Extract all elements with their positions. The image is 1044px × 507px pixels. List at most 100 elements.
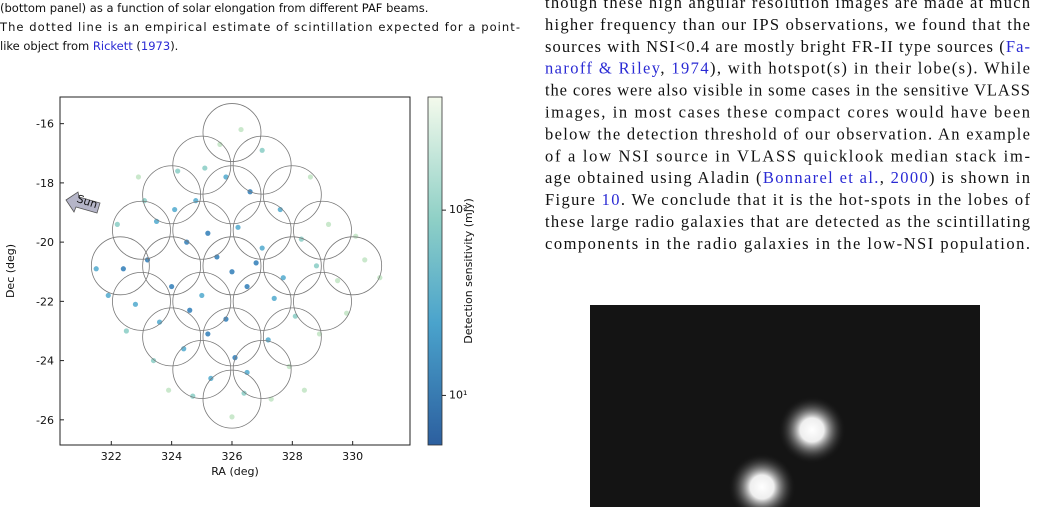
hotspot	[778, 396, 846, 464]
beam	[142, 236, 202, 296]
text-run: of a low NSI source in VLASS quicklook m…	[545, 146, 1030, 165]
colorbar-tick-label: 10¹	[449, 388, 467, 401]
beam	[202, 165, 262, 225]
text-line: Figure 10. We conclude that it is the ho…	[545, 190, 1031, 209]
point	[244, 283, 250, 290]
text-run: ,	[880, 168, 890, 187]
point	[259, 245, 265, 251]
text-run: these large radio galaxies that are dete…	[545, 212, 1030, 231]
point	[313, 263, 320, 269]
y-tick-label: -18	[36, 177, 54, 190]
point	[208, 375, 214, 381]
beam	[172, 135, 232, 195]
point	[238, 126, 244, 133]
beam	[232, 200, 292, 260]
colorbar-tick-label: 10²	[449, 203, 467, 216]
text-line: naroff & Riley, 1974), with hotspot(s) i…	[545, 59, 1030, 78]
beam	[90, 236, 150, 296]
point	[259, 147, 265, 153]
point	[172, 206, 178, 213]
point	[229, 269, 235, 275]
annotation: Sun	[75, 192, 99, 211]
beam	[172, 200, 232, 260]
point	[132, 301, 139, 307]
text-run: Figure	[545, 190, 600, 209]
point	[280, 275, 286, 281]
text-line: though these high angular resolution ima…	[545, 0, 1031, 12]
text-line: these large radio galaxies that are dete…	[545, 212, 1030, 231]
text-run: components in the radio galaxies in the …	[545, 234, 1030, 253]
point	[93, 266, 99, 272]
y-tick-label: -16	[36, 118, 54, 131]
text-line: the cores were also visible in some case…	[545, 81, 1030, 100]
point	[199, 292, 205, 299]
point	[223, 316, 229, 322]
text-run: like object from	[0, 39, 93, 53]
point	[202, 165, 208, 171]
text-run: images, in most cases these compact core…	[545, 103, 1030, 122]
text-run: ) is shown in	[929, 168, 1030, 187]
y-tick-label: -26	[36, 414, 54, 427]
point	[114, 221, 120, 227]
point	[169, 283, 175, 290]
point	[187, 307, 193, 313]
y-tick-label: -22	[36, 295, 54, 308]
sun-arrow	[65, 191, 101, 214]
point	[120, 266, 126, 272]
text-line: higher frequency than our IPS observatio…	[545, 15, 1030, 34]
text-line: age obtained using Aladin (Bonnarel et a…	[545, 168, 1030, 187]
beam	[112, 271, 171, 331]
text-run: sources with NSI<0.4 are mostly bright F…	[545, 37, 1005, 56]
link: 10	[602, 190, 620, 209]
x-tick-label: 324	[161, 450, 182, 463]
beam	[172, 340, 232, 399]
text-run: below the detection threshold of our obs…	[545, 124, 1030, 143]
point	[334, 278, 341, 284]
link: Fa-	[1006, 37, 1030, 56]
text-line: like object from Rickett (1973).	[0, 39, 178, 53]
text-line: The dotted line is an empirical estimate…	[0, 20, 520, 34]
point	[241, 390, 247, 396]
link: naroff & Riley	[545, 59, 661, 78]
beam	[172, 271, 232, 331]
link: 2000	[891, 168, 928, 187]
point	[253, 260, 259, 266]
point	[123, 328, 129, 334]
beam	[202, 236, 262, 296]
hotspot	[728, 453, 796, 507]
point	[166, 387, 172, 393]
text-line: (bottom panel) as a function of solar el…	[0, 1, 428, 15]
x-axis-label: RA (deg)	[211, 465, 259, 478]
point	[229, 414, 235, 420]
text-run: (bottom panel) as a function of solar el…	[0, 1, 428, 15]
beam	[142, 307, 202, 367]
text-line: sources with NSI<0.4 are mostly bright F…	[545, 37, 1030, 56]
beam	[202, 307, 262, 367]
text-run: though these high angular resolution ima…	[545, 0, 1031, 12]
y-tick-label: -24	[36, 355, 54, 368]
point	[325, 221, 332, 227]
point	[205, 230, 211, 236]
point	[344, 310, 350, 316]
point	[362, 257, 368, 263]
colorbar-label: Detection sensitivity (mJy)	[462, 198, 475, 344]
plot-frame	[59, 96, 411, 446]
link: Bonnarel et al.	[763, 168, 879, 187]
beam	[262, 236, 322, 296]
beam	[202, 369, 262, 429]
point	[175, 168, 181, 174]
point	[301, 387, 307, 393]
text-run: The dotted line is an empirical estimate…	[0, 20, 520, 34]
point	[235, 224, 241, 230]
text-run: ), with hotspot(s) in their lobe(s). Whi…	[710, 59, 1030, 78]
point	[271, 295, 277, 301]
beam	[202, 103, 262, 162]
beam	[262, 165, 322, 225]
beam	[323, 236, 383, 296]
beam	[232, 135, 292, 195]
x-tick-label: 330	[342, 450, 363, 463]
text-run: . We conclude that it is the hot-spots i…	[621, 190, 1031, 209]
beam	[112, 200, 171, 260]
text-run: higher frequency than our IPS observatio…	[545, 15, 1030, 34]
